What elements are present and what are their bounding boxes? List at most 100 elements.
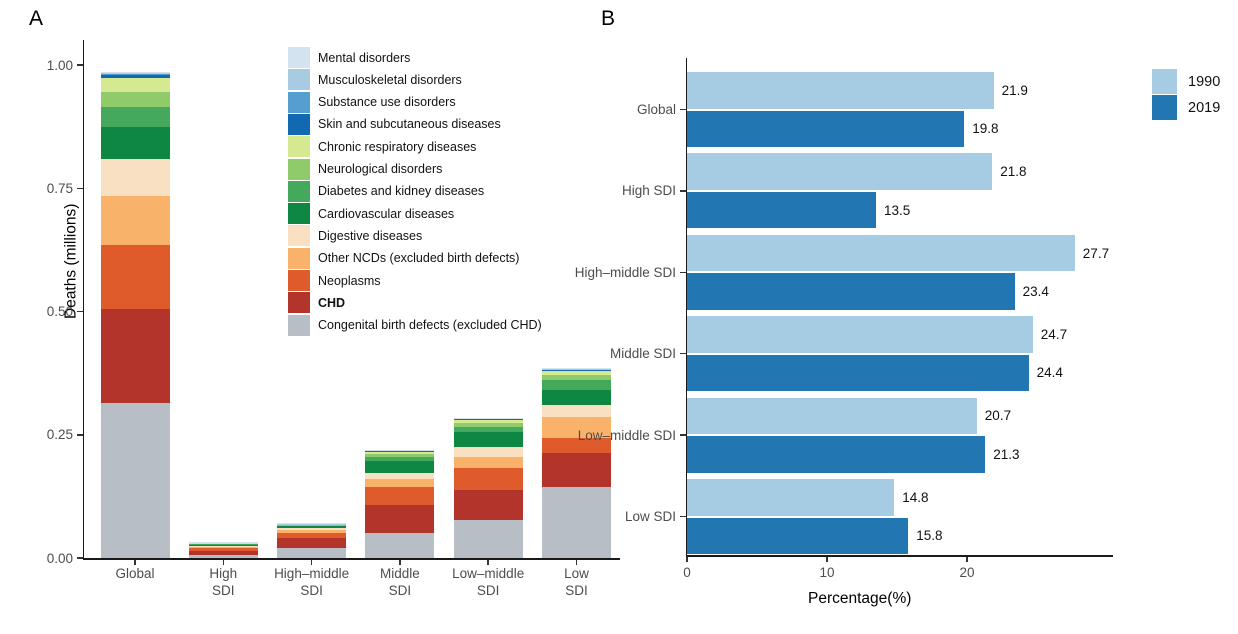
- bar-value-label: 23.4: [1022, 284, 1049, 300]
- bar-1990: [687, 316, 1033, 353]
- bar-value-label: 21.8: [1000, 164, 1027, 180]
- bar-value-label: 24.4: [1036, 365, 1063, 381]
- bar-1990: [687, 72, 994, 109]
- bar-segment: [188, 543, 258, 544]
- bar-value-label: 15.8: [916, 528, 943, 544]
- panel-a-label: A: [29, 7, 44, 30]
- panel-a-x-tick-mark: [222, 559, 225, 565]
- panel-a-y-tick-mark: [77, 557, 83, 559]
- panel-a-x-tick-mark: [487, 559, 489, 565]
- bar-segment: [100, 126, 170, 159]
- panel-b-category-label: High–middle SDI: [574, 264, 676, 280]
- bar-1990: [687, 153, 993, 190]
- bar-segment: [453, 418, 523, 421]
- bar-value-label: 13.5: [884, 202, 911, 218]
- bar-segment: [188, 548, 258, 552]
- panel-a-x-tick-mark: [134, 559, 136, 565]
- bar-segment: [100, 71, 170, 73]
- panel-b-category-label: Global: [636, 102, 676, 117]
- bar-segment: [365, 457, 435, 462]
- panel-a-y-tick-label: 1.00: [46, 57, 73, 73]
- bar-segment: [277, 530, 347, 534]
- bar-segment: [453, 422, 523, 427]
- bar-segment: [277, 524, 347, 526]
- bar-value-label: 20.7: [984, 408, 1012, 424]
- panel-b-category-label: Low SDI: [624, 509, 676, 524]
- bar-segment: [453, 520, 523, 558]
- panel-a-y-tick-label: 0.25: [46, 427, 73, 443]
- bar-segment: [365, 451, 435, 455]
- panel-b-category-label: Low–middle SDI: [577, 427, 676, 443]
- bar-value-label: 19.8: [972, 121, 999, 137]
- panel-b-y-tick-mark: [680, 434, 686, 436]
- panel-a-category-label: Global: [115, 566, 155, 581]
- bar-segment: [188, 544, 258, 546]
- bar-segment: [188, 543, 258, 545]
- bar-segment: [365, 454, 435, 458]
- panel-b-y-tick-mark: [680, 190, 686, 192]
- bar-segment: [188, 542, 258, 543]
- bar-segment: [542, 371, 611, 376]
- panel-a-x-tick-mark: [575, 559, 578, 565]
- bar-2019: [687, 273, 1015, 310]
- bar-value-label: 27.7: [1082, 245, 1110, 261]
- bar-segment: [365, 473, 435, 480]
- bar-segment: [100, 106, 170, 127]
- bar-1990: [687, 397, 977, 435]
- panel-b-y-tick-mark: [680, 515, 686, 518]
- panel-b-y-tick-mark: [680, 271, 686, 274]
- panel-a-y-tick-mark: [77, 64, 83, 66]
- panel-b-x-axis-title: Percentage(%): [808, 590, 912, 607]
- panel-b-category-label: Middle SDI: [609, 346, 676, 362]
- panel-b-x-tick-mark: [686, 556, 688, 562]
- panel-b-x-tick-mark: [966, 556, 968, 562]
- panel-b-x-tick-label: 10: [819, 565, 835, 580]
- bar-value-label: 24.7: [1040, 326, 1068, 342]
- bar-segment: [365, 449, 435, 451]
- bar-segment: [542, 369, 611, 370]
- panel-b-x-tick-label: 20: [959, 565, 975, 580]
- bar-segment: [277, 525, 347, 527]
- bar-1990: [687, 234, 1075, 272]
- bar-segment: [100, 309, 170, 403]
- bar-segment: [542, 380, 611, 390]
- panel-a-y-tick-mark: [77, 310, 83, 313]
- bar-segment: [365, 479, 435, 487]
- bar-segment: [542, 368, 611, 369]
- bar-segment: [453, 431, 523, 448]
- bar-segment: [277, 524, 347, 526]
- panel-a-x-axis-line: [82, 558, 620, 560]
- panel-a-y-tick-label: 0.00: [46, 550, 73, 566]
- bar-segment: [453, 489, 523, 521]
- bar-segment: [453, 456, 523, 468]
- panel-a-x-tick-mark: [310, 559, 313, 565]
- bar-value-label: 21.3: [993, 446, 1020, 462]
- bar-segment: [188, 545, 258, 547]
- bar-segment: [100, 402, 170, 558]
- panel-b-x-axis-line: [685, 555, 1113, 557]
- panel-a-category-label: High–middle SDI: [274, 566, 350, 598]
- bar-value-label: 21.9: [1001, 82, 1028, 98]
- panel-b-label: B: [601, 7, 616, 30]
- bar-segment: [542, 452, 611, 487]
- bar-segment: [188, 546, 258, 549]
- bar-segment: [453, 417, 523, 419]
- bar-segment: [100, 92, 170, 107]
- bar-segment: [277, 528, 347, 531]
- bar-segment: [100, 195, 170, 245]
- bar-segment: [188, 551, 258, 556]
- bar-segment: [100, 72, 170, 74]
- bar-segment: [277, 548, 347, 558]
- bar-segment: [365, 505, 435, 533]
- bar-segment: [188, 555, 258, 558]
- bar-value-label: 14.8: [902, 489, 929, 505]
- bar-segment: [277, 526, 347, 529]
- bar-2019: [687, 354, 1029, 392]
- panel-a-y-tick-label: 0.50: [46, 304, 73, 319]
- bar-segment: [365, 450, 435, 452]
- bar-segment: [453, 420, 523, 423]
- panel-b-category-label: High SDI: [621, 183, 676, 199]
- panel-a-category-label: Low SDI: [564, 566, 589, 598]
